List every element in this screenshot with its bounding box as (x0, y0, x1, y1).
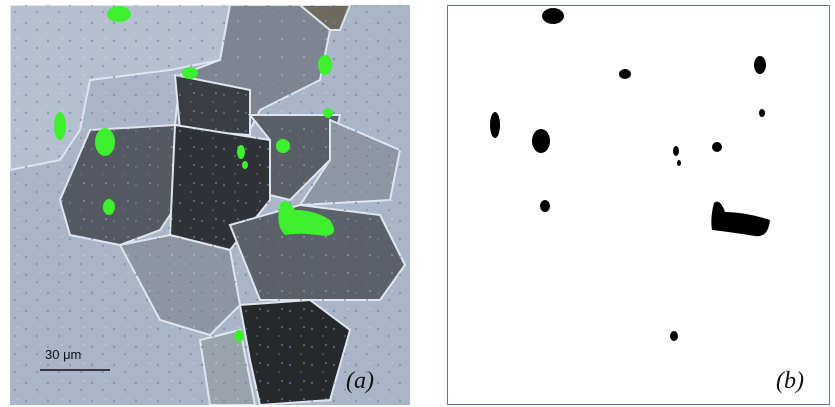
micrograph-panel: 30 μm (a) (10, 5, 410, 405)
scale-label: 30 μm (45, 347, 81, 362)
panel-frame (448, 6, 830, 405)
panel-label: (a) (346, 368, 374, 394)
mask-panel: (b) (448, 6, 830, 405)
texture (10, 5, 410, 405)
figure: 30 μm (a) (b) (0, 0, 835, 407)
panel-label: (b) (776, 368, 804, 394)
